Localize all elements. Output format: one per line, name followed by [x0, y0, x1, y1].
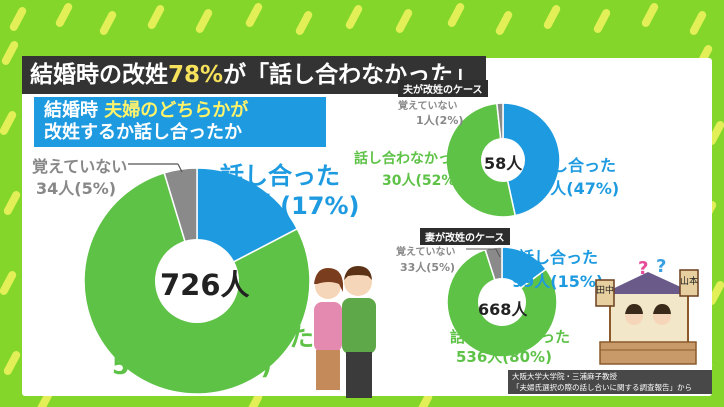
overall-dont-remember-leader [128, 163, 183, 173]
husband-not-discussed-name: 話し合わなかった [354, 151, 466, 167]
wife-center-hole [478, 278, 526, 326]
background-stripe [54, 1, 74, 29]
wife-pie-chart [446, 246, 558, 358]
overall-not-discussed-value: 566人(78%) [112, 351, 272, 380]
question-box: 結婚時 夫婦のどちらかが 改姓するか話し合ったか [34, 97, 326, 147]
question-line1-a: 結婚時 [44, 100, 105, 121]
background-stripe [244, 1, 264, 29]
husband-discussed-name: 話し合った [536, 156, 617, 175]
background-stripe [592, 7, 612, 35]
husband-total-label: 58人 [484, 154, 523, 173]
background-stripe [2, 189, 22, 217]
wife-not-discussed-value: 536人(80%) [456, 348, 552, 366]
overall-pie-chart [83, 167, 311, 395]
background-stripe [8, 5, 28, 33]
overall-not-discussed-name: 話し合わなかった [114, 323, 315, 352]
title-prefix: 結婚時の改姓 [30, 62, 168, 88]
background-stripe [0, 269, 18, 297]
husband-center-hole [481, 138, 525, 182]
source-line1: 大阪大学大学院・三浦麻子教授 [512, 372, 617, 381]
background-stripe [2, 349, 22, 377]
overall-dont-remember-name: 覚えていない [32, 157, 128, 176]
title-highlight: 78% [168, 62, 224, 88]
background-stripe [446, 1, 466, 29]
husband-not-discussed-value: 30人(52%) [382, 173, 462, 189]
background-stripe [146, 3, 166, 31]
background-stripe [494, 9, 514, 37]
overall-discussed-name: 話し合った [220, 162, 340, 190]
husband-slice-discussed [502, 102, 561, 217]
husband-dont-remember-name: 覚えていない [398, 101, 458, 112]
background-stripe [688, 9, 708, 37]
background-stripe [194, 7, 214, 35]
wife-not-discussed-name: 話し合わなかった [450, 328, 571, 346]
couple-illustration [314, 266, 376, 398]
wife-case-caption: 妻が改姓のケース [420, 228, 510, 245]
husband-dont-remember-value: 1人(2%) [416, 114, 464, 127]
wife-dont-remember-leader [466, 248, 501, 258]
background-stripe [0, 39, 20, 67]
sign-left-text: 田中 [596, 284, 614, 296]
background-stripe [98, 9, 118, 37]
husband-discussed-value: 27人(47%) [528, 179, 620, 198]
wife-total-label: 668人 [478, 300, 528, 319]
wife-dont-remember-value: 33人(5%) [400, 261, 456, 274]
background-stripe [344, 3, 364, 31]
sign-right-text: 山本 [680, 275, 698, 287]
source-line2: 「夫婦氏選択の際の話し合いに関する調査報告」から [512, 383, 692, 392]
overall-center-hole [155, 239, 239, 323]
husband-case-caption: 夫が改姓のケース [398, 80, 488, 97]
nameplate-illustration: 田中 山本 ? ? [595, 256, 699, 365]
wife-dont-remember-name: 覚えていない [396, 247, 456, 258]
husband-pie-chart [445, 102, 561, 218]
question-line2: 改姓するか話し合ったか [44, 122, 242, 143]
background-stripe [0, 109, 18, 137]
wife-discussed-name: 話し合った [518, 248, 599, 267]
background-stripe [294, 9, 314, 37]
background-stripe [640, 1, 660, 29]
question-line1-b: 夫婦のどちらかが [104, 100, 249, 121]
husband-slice-not-discussed [445, 102, 517, 218]
overall-discussed-value: 126人(17%) [206, 192, 360, 220]
question-mark-right: ? [656, 256, 666, 277]
overall-dont-remember-value: 34人(5%) [36, 179, 117, 198]
question-mark-left: ? [638, 258, 648, 279]
source-note: 大阪大学大学院・三浦麻子教授 「夫婦氏選択の際の話し合いに関する調査報告」から [508, 370, 712, 394]
background-stripe [394, 7, 414, 35]
wife-discussed-value: 99人(15%) [512, 272, 604, 291]
overall-total-label: 726人 [160, 268, 250, 302]
page-title: 結婚時の改姓78%が「話し合わなかった」 [22, 56, 487, 94]
background-stripe [542, 3, 562, 31]
